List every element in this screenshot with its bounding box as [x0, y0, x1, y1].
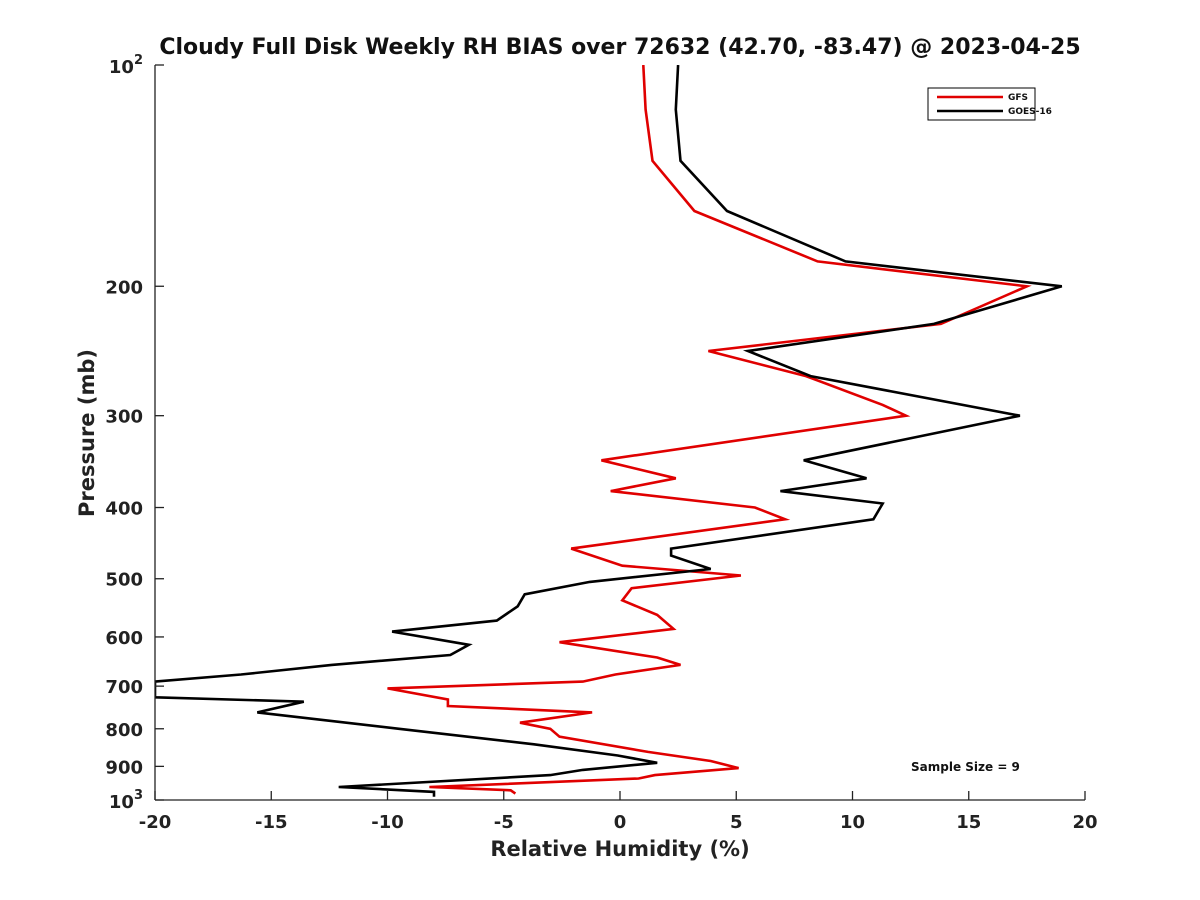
- legend-box: [927, 87, 1036, 121]
- x-tick-label: -20: [139, 812, 172, 833]
- y-axis-label: Pressure (mb): [75, 349, 99, 517]
- x-tick-label: 10: [840, 812, 865, 833]
- legend: GFS GOES-16: [927, 87, 1052, 121]
- series-line-goes16: [155, 65, 1063, 797]
- y-tick-label: 400: [105, 499, 143, 520]
- y-tick-label: 700: [105, 677, 143, 698]
- sample-size-annotation: Sample Size = 9: [911, 760, 1020, 774]
- x-tick-label: 0: [614, 812, 627, 833]
- x-tick-label: -5: [494, 812, 514, 833]
- x-tick-label: -15: [255, 812, 288, 833]
- series-line-gfs: [387, 65, 1032, 795]
- y-tick-label: 600: [105, 628, 143, 649]
- y-tick-label: 500: [105, 570, 143, 591]
- x-tick-label: 20: [1072, 812, 1097, 833]
- y-tick-label: 102: [109, 53, 143, 78]
- x-tick-label: -10: [371, 812, 404, 833]
- y-tick-label: 900: [105, 757, 143, 778]
- chart-title: Cloudy Full Disk Weekly RH BIAS over 726…: [159, 35, 1080, 60]
- legend-gfs-label: GFS: [1008, 93, 1028, 103]
- axes-layer: -20 -15 -10 -5 0 5 10 15 20 102 200 300 400 500 600 700…: [105, 53, 1097, 833]
- y-tick-label: 103: [109, 788, 143, 813]
- series-layer: [155, 65, 1063, 797]
- y-tick-label: 200: [105, 277, 143, 298]
- x-tick-label: 5: [730, 812, 743, 833]
- legend-goes16-label: GOES-16: [1008, 107, 1052, 117]
- y-tick-label: 300: [105, 407, 143, 428]
- y-tick-label: 800: [105, 720, 143, 741]
- x-tick-label: 15: [956, 812, 981, 833]
- x-axis-label: Relative Humidity (%): [490, 837, 749, 861]
